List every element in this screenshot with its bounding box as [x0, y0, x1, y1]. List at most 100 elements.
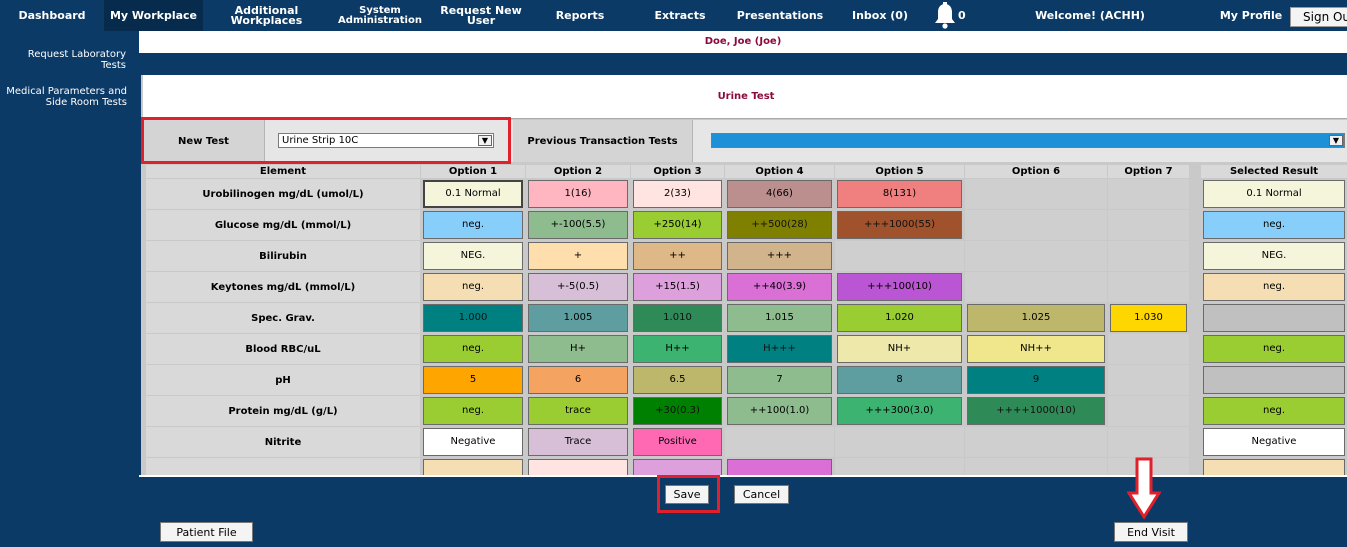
nav-dashboard[interactable]: Dashboard	[18, 8, 86, 22]
option-4-button[interactable]: ++40(3.9)	[727, 273, 832, 301]
action-bar: Save Cancel	[139, 475, 1347, 510]
test-grid-wrapper: Element Option 1 Option 2 Option 3 Optio…	[145, 164, 1347, 475]
option-4-button[interactable]	[727, 459, 832, 475]
option-cell	[965, 241, 1107, 271]
table-row: Urobilinogen mg/dL (umol/L) 0.1 Normal 1(1…	[146, 179, 1347, 209]
option-5-button[interactable]: 8(131)	[837, 180, 962, 208]
nav-additional-workplaces[interactable]: Additional Workplaces	[230, 3, 303, 27]
option-1-button[interactable]: 1.000	[423, 304, 523, 332]
option-cell	[1108, 272, 1189, 302]
nav-system-administration[interactable]: System Administration	[330, 0, 430, 31]
option-cell: +	[526, 241, 630, 271]
option-5-button[interactable]: 1.020	[837, 304, 962, 332]
option-3-button[interactable]: H++	[633, 335, 722, 363]
option-cell: +-100(5.5)	[526, 210, 630, 240]
sidebar-item-medical-parameters[interactable]: Medical Parameters and Side Room Tests	[6, 86, 127, 108]
option-cell: ++100(1.0)	[725, 396, 834, 426]
option-4-button[interactable]: ++100(1.0)	[727, 397, 832, 425]
option-3-button[interactable]	[633, 459, 722, 475]
save-button[interactable]: Save	[665, 485, 709, 504]
option-2-button[interactable]: 6	[528, 366, 628, 394]
bell-icon[interactable]	[932, 2, 958, 30]
option-5-button[interactable]: 8	[837, 366, 962, 394]
notification-count: 0	[958, 9, 966, 22]
option-2-button[interactable]: Trace	[528, 428, 628, 456]
chevron-down-icon[interactable]: ▼	[1329, 135, 1343, 146]
option-3-button[interactable]: +15(1.5)	[633, 273, 722, 301]
option-cell: Positive	[631, 427, 724, 457]
nav-my-profile[interactable]: My Profile	[1219, 8, 1283, 22]
panel-title: Urine Test	[143, 75, 1347, 119]
chevron-down-icon[interactable]: ▼	[478, 135, 492, 146]
option-5-button[interactable]: NH+	[837, 335, 962, 363]
nav-inbox[interactable]: Inbox (0)	[852, 8, 908, 22]
option-cell: +++300(3.0)	[835, 396, 964, 426]
option-4-button[interactable]: H+++	[727, 335, 832, 363]
new-test-select[interactable]: Urine Strip 10C ▼	[278, 133, 494, 148]
sign-out-button[interactable]: Sign Out	[1290, 7, 1347, 27]
end-visit-button[interactable]: End Visit	[1114, 522, 1188, 542]
option-3-button[interactable]: ++	[633, 242, 722, 270]
option-1-button[interactable]: 5	[423, 366, 523, 394]
option-1-button[interactable]: 0.1 Normal	[423, 180, 523, 208]
selected-result-cell	[1201, 303, 1347, 333]
option-3-button[interactable]: 2(33)	[633, 180, 722, 208]
option-cell: 2(33)	[631, 179, 724, 209]
nav-extracts[interactable]: Extracts	[654, 8, 706, 22]
option-1-button[interactable]: neg.	[423, 397, 523, 425]
column-separator	[1190, 303, 1200, 333]
option-4-button[interactable]: +++	[727, 242, 832, 270]
option-6-button[interactable]: 1.025	[967, 304, 1105, 332]
option-3-button[interactable]: 1.010	[633, 304, 722, 332]
nav-request-new-user[interactable]: Request New User	[440, 3, 522, 27]
option-1-button[interactable]: neg.	[423, 273, 523, 301]
option-2-button[interactable]	[528, 459, 628, 475]
option-1-button[interactable]: NEG.	[423, 242, 523, 270]
option-4-button[interactable]: 4(66)	[727, 180, 832, 208]
option-2-button[interactable]: 1.005	[528, 304, 628, 332]
option-cell	[965, 458, 1107, 475]
option-3-button[interactable]: +30(0.3)	[633, 397, 722, 425]
option-2-button[interactable]: +	[528, 242, 628, 270]
option-cell	[835, 241, 964, 271]
option-6-button[interactable]: NH++	[967, 335, 1105, 363]
option-cell: H++	[631, 334, 724, 364]
option-6-button[interactable]: ++++1000(10)	[967, 397, 1105, 425]
option-4-button[interactable]: 1.015	[727, 304, 832, 332]
option-cell: 7	[725, 365, 834, 395]
header-option-1: Option 1	[421, 165, 525, 178]
option-6-button[interactable]: 9	[967, 366, 1105, 394]
option-3-button[interactable]: 6.5	[633, 366, 722, 394]
option-7-button[interactable]: 1.030	[1110, 304, 1187, 332]
option-3-button[interactable]: +250(14)	[633, 211, 722, 239]
option-1-button[interactable]: Negative	[423, 428, 523, 456]
option-2-button[interactable]: +-5(0.5)	[528, 273, 628, 301]
selected-result-cell	[1201, 365, 1347, 395]
option-5-button[interactable]: +++1000(55)	[837, 211, 962, 239]
option-2-button[interactable]: +-100(5.5)	[528, 211, 628, 239]
option-cell: 6.5	[631, 365, 724, 395]
nav-presentations[interactable]: Presentations	[736, 8, 824, 22]
nav-reports[interactable]: Reports	[555, 8, 605, 22]
cancel-button[interactable]: Cancel	[734, 485, 789, 504]
option-1-button[interactable]: neg.	[423, 335, 523, 363]
option-1-button[interactable]	[423, 459, 523, 475]
column-separator	[1190, 427, 1200, 457]
sidebar-item-request-lab-tests[interactable]: Request Laboratory Tests	[27, 49, 126, 71]
option-cell: trace	[526, 396, 630, 426]
previous-tests-select[interactable]: ▼	[711, 133, 1345, 148]
option-4-button[interactable]: ++500(28)	[727, 211, 832, 239]
table-row	[146, 458, 1347, 475]
option-4-button[interactable]: 7	[727, 366, 832, 394]
option-cell: 4(66)	[725, 179, 834, 209]
option-2-button[interactable]: 1(16)	[528, 180, 628, 208]
nav-my-workplace[interactable]: My Workplace	[104, 0, 203, 31]
option-3-button[interactable]: Positive	[633, 428, 722, 456]
option-2-button[interactable]: trace	[528, 397, 628, 425]
option-5-button[interactable]: +++300(3.0)	[837, 397, 962, 425]
option-2-button[interactable]: H+	[528, 335, 628, 363]
option-5-button[interactable]: +++100(10)	[837, 273, 962, 301]
patient-file-button[interactable]: Patient File	[160, 522, 253, 542]
element-label: Glucose mg/dL (mmol/L)	[146, 210, 420, 240]
option-1-button[interactable]: neg.	[423, 211, 523, 239]
